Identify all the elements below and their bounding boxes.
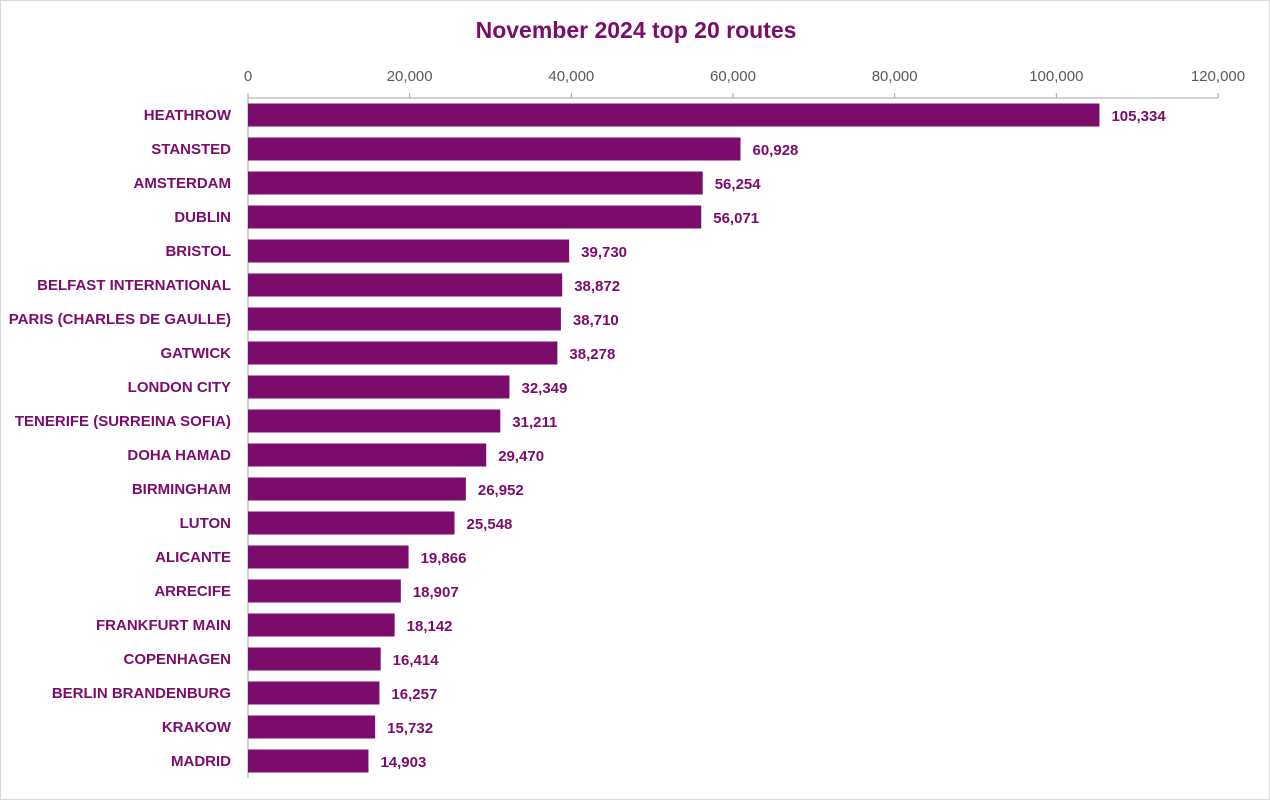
category-label: DOHA HAMAD bbox=[127, 447, 231, 464]
bar bbox=[248, 239, 570, 263]
category-label: BERLIN BRANDENBURG bbox=[52, 685, 231, 702]
x-tick-label: 120,000 bbox=[1191, 68, 1245, 85]
x-tick-label: 0 bbox=[244, 68, 252, 85]
bar bbox=[248, 341, 558, 365]
bar bbox=[248, 103, 1100, 127]
data-label: 39,730 bbox=[581, 244, 627, 261]
bar bbox=[248, 171, 703, 195]
bar bbox=[248, 375, 510, 399]
bar bbox=[248, 681, 380, 705]
category-label: BRISTOL bbox=[165, 243, 231, 260]
bar bbox=[248, 307, 561, 331]
category-label: BIRMINGHAM bbox=[132, 481, 231, 498]
category-label: AMSTERDAM bbox=[134, 175, 232, 192]
category-label: LONDON CITY bbox=[128, 379, 231, 396]
bar bbox=[248, 579, 401, 603]
data-label: 38,278 bbox=[569, 346, 615, 363]
category-label: STANSTED bbox=[151, 141, 231, 158]
x-tick-label: 60,000 bbox=[710, 68, 756, 85]
bar bbox=[248, 443, 487, 467]
category-label: KRAKOW bbox=[162, 719, 232, 736]
data-label: 16,257 bbox=[391, 686, 437, 703]
x-tick-label: 80,000 bbox=[872, 68, 918, 85]
bar bbox=[248, 749, 369, 773]
bar bbox=[248, 409, 501, 433]
bar bbox=[248, 715, 376, 739]
data-label: 18,907 bbox=[413, 584, 459, 601]
bar bbox=[248, 205, 702, 229]
x-tick-label: 20,000 bbox=[387, 68, 433, 85]
data-label: 105,334 bbox=[1111, 108, 1166, 125]
data-label: 16,414 bbox=[393, 652, 440, 669]
x-tick-label: 100,000 bbox=[1029, 68, 1083, 85]
data-label: 14,903 bbox=[380, 754, 426, 771]
chart-title: November 2024 top 20 routes bbox=[475, 17, 797, 43]
data-label: 15,732 bbox=[387, 720, 433, 737]
x-tick-label: 40,000 bbox=[548, 68, 594, 85]
bar bbox=[248, 273, 563, 297]
category-label: DUBLIN bbox=[174, 209, 231, 226]
data-label: 38,872 bbox=[574, 278, 620, 295]
category-label: TENERIFE (SURREINA SOFIA) bbox=[15, 413, 231, 430]
category-label: BELFAST INTERNATIONAL bbox=[37, 277, 231, 294]
category-label: HEATHROW bbox=[144, 107, 232, 124]
data-label: 56,254 bbox=[715, 176, 762, 193]
category-label: GATWICK bbox=[160, 345, 231, 362]
category-label: ALICANTE bbox=[155, 549, 231, 566]
bar bbox=[248, 137, 741, 161]
category-label: PARIS (CHARLES DE GAULLE) bbox=[9, 311, 231, 328]
data-label: 32,349 bbox=[521, 380, 567, 397]
data-label: 25,548 bbox=[467, 516, 513, 533]
data-label: 26,952 bbox=[478, 482, 524, 499]
data-label: 38,710 bbox=[573, 312, 619, 329]
category-label: LUTON bbox=[180, 515, 231, 532]
bar bbox=[248, 545, 409, 569]
category-label: COPENHAGEN bbox=[123, 651, 231, 668]
bar bbox=[248, 511, 455, 535]
category-label: MADRID bbox=[171, 753, 231, 770]
data-label: 31,211 bbox=[512, 414, 557, 431]
data-label: 18,142 bbox=[407, 618, 453, 635]
data-label: 56,071 bbox=[713, 210, 759, 227]
data-label: 19,866 bbox=[421, 550, 467, 567]
bar bbox=[248, 477, 466, 501]
bar bbox=[248, 647, 381, 671]
category-label: FRANKFURT MAIN bbox=[96, 617, 231, 634]
bar bbox=[248, 613, 395, 637]
data-label: 60,928 bbox=[753, 142, 799, 159]
data-label: 29,470 bbox=[498, 448, 544, 465]
category-label: ARRECIFE bbox=[154, 583, 231, 600]
